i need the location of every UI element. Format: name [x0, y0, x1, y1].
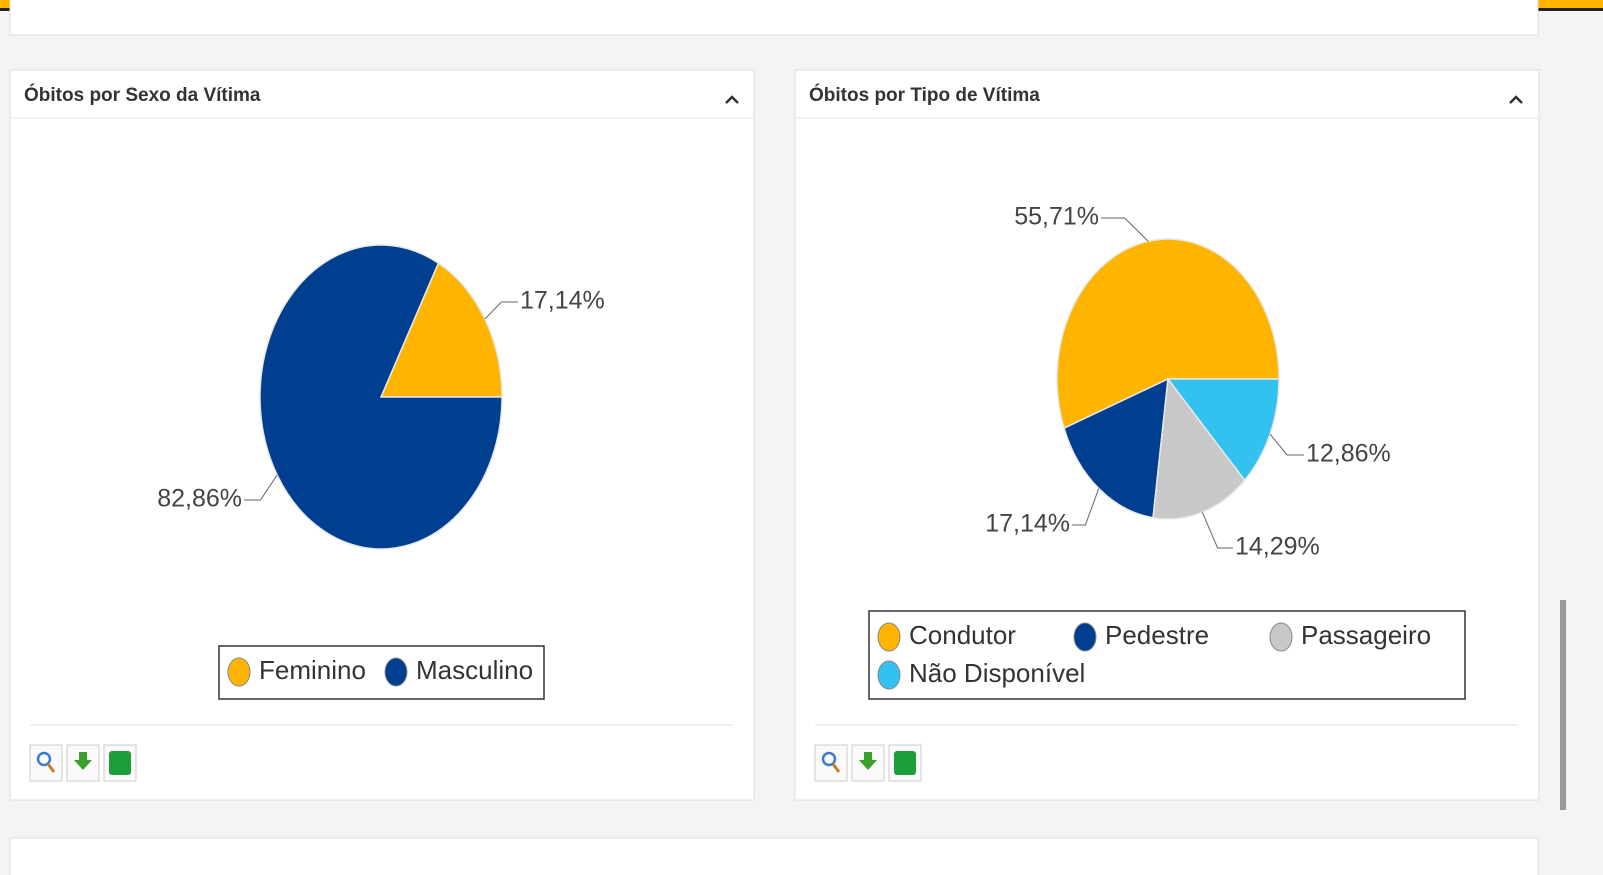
share-icon [109, 751, 131, 775]
legend-label: Não Disponível [909, 658, 1085, 688]
legend-icon [877, 622, 901, 652]
data-label: 17,14% [985, 510, 1070, 538]
legend-icon [877, 660, 901, 690]
panel-title: Óbitos por Sexo da Vítima [24, 84, 261, 106]
panel-top [9, 0, 1539, 36]
legend-icon [384, 657, 408, 687]
download-icon [859, 752, 877, 770]
leader-line [1269, 433, 1304, 456]
pie-slice [1063, 377, 1169, 519]
leader-line [1101, 217, 1149, 242]
zoom-icon [831, 763, 841, 773]
data-label: 82,86% [157, 485, 242, 513]
legend [868, 610, 1466, 700]
legend [218, 645, 545, 700]
legend-icon [1073, 622, 1097, 652]
toolbar [29, 744, 922, 782]
leader-line [244, 474, 278, 501]
collapse-icon[interactable] [725, 95, 739, 104]
leader-line [1072, 488, 1100, 526]
pie-slice [1166, 378, 1280, 482]
legend-icon [227, 657, 251, 687]
legend-label: Masculino [416, 655, 533, 685]
legend-label: Condutor [909, 620, 1016, 650]
legend-icon [1269, 622, 1293, 652]
zoom-button[interactable] [29, 744, 63, 782]
legend-label: Passageiro [1301, 620, 1431, 650]
zoom-icon [821, 751, 837, 767]
panel-title: Óbitos por Tipo de Vítima [809, 84, 1040, 106]
data-label: 17,14% [520, 287, 605, 315]
legend-label: Feminino [259, 655, 366, 685]
download-icon [74, 752, 92, 770]
pie-slice [259, 244, 503, 550]
pie-slice [1152, 377, 1246, 520]
data-label: 12,86% [1306, 440, 1391, 468]
scrollbar[interactable] [1560, 600, 1566, 810]
panel-bottom [9, 837, 1539, 875]
leader-line [484, 301, 518, 320]
data-label: 14,29% [1235, 533, 1320, 561]
zoom-icon [46, 763, 56, 773]
zoom-icon [36, 751, 52, 767]
legend-label: Pedestre [1105, 620, 1209, 650]
share-icon [894, 751, 916, 775]
collapse-icon[interactable] [1509, 95, 1523, 104]
data-label: 55,71% [1014, 203, 1099, 231]
zoom-button[interactable] [814, 744, 848, 782]
leader-line [1201, 511, 1233, 549]
